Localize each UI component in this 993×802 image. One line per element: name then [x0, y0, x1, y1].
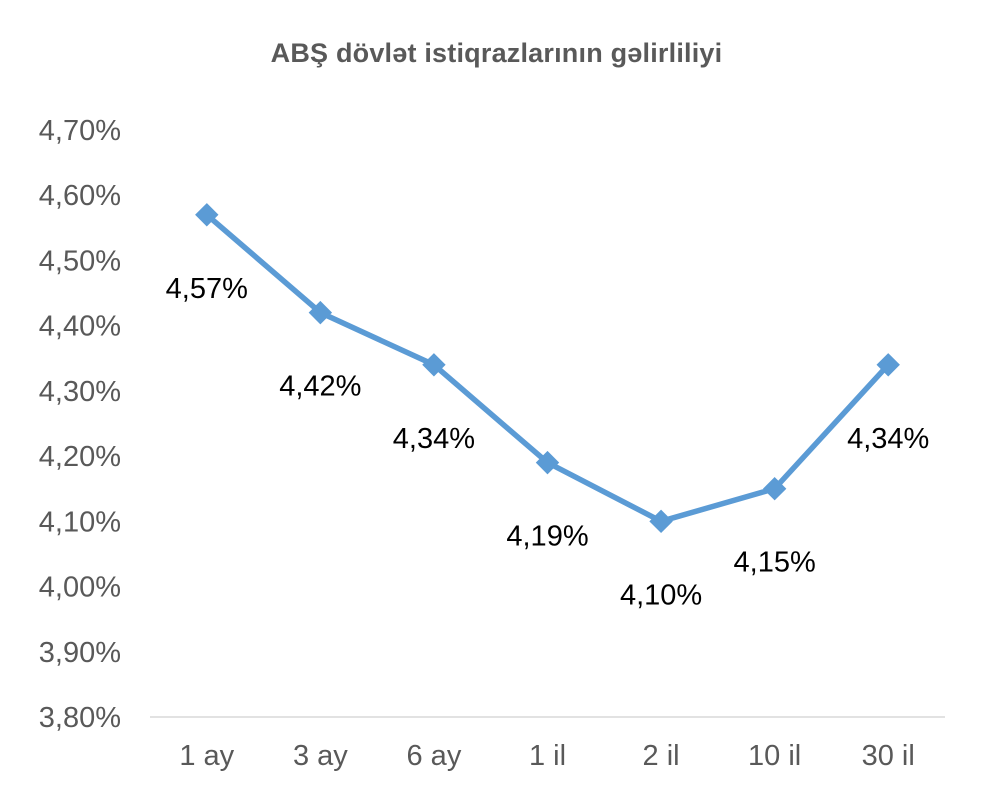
y-tick-label: 3,90%	[39, 637, 121, 669]
chart-title: ABŞ dövlət istiqrazlarının gəlirliliyi	[270, 38, 723, 68]
data-label: 4,15%	[734, 547, 816, 579]
x-tick-label: 1 il	[529, 740, 566, 772]
x-tick-label: 10 il	[748, 740, 801, 772]
y-tick-label: 4,40%	[39, 311, 121, 343]
data-label: 4,34%	[847, 423, 929, 455]
x-tick-label: 6 ay	[407, 740, 462, 772]
data-labels: 4,57% 4,42% 4,34% 4,19% 4,10% 4,15% 4,34%	[166, 273, 930, 612]
x-tick-label: 30 il	[862, 740, 915, 772]
x-tick-label: 2 il	[643, 740, 680, 772]
series-markers	[195, 203, 900, 534]
y-tick-label: 4,10%	[39, 506, 121, 538]
data-point-marker	[876, 353, 900, 377]
data-point-marker	[195, 203, 219, 227]
y-axis-ticks: 3,80% 3,90% 4,00% 4,10% 4,20% 4,30% 4,40% 4,50%…	[39, 115, 121, 734]
y-tick-label: 4,60%	[39, 180, 121, 212]
x-axis-ticks: 1 ay 3 ay 6 ay 1 il 2 il 10 il 30 il	[179, 740, 914, 772]
x-tick-label: 1 ay	[179, 740, 234, 772]
y-tick-label: 4,00%	[39, 572, 121, 604]
data-label: 4,10%	[620, 579, 702, 611]
data-point-marker	[422, 353, 446, 377]
y-tick-label: 4,70%	[39, 115, 121, 147]
data-label: 4,19%	[506, 521, 588, 553]
data-point-marker	[308, 300, 333, 325]
y-tick-label: 4,30%	[39, 376, 121, 408]
x-tick-label: 3 ay	[293, 740, 348, 772]
data-label: 4,42%	[279, 371, 361, 403]
series-line-group	[204, 212, 891, 525]
data-point-marker	[762, 477, 787, 501]
y-tick-label: 4,50%	[39, 245, 121, 277]
y-tick-label: 3,80%	[39, 702, 121, 734]
y-tick-label: 4,20%	[39, 441, 121, 473]
data-point-marker	[649, 509, 673, 534]
data-label: 4,34%	[393, 423, 475, 455]
data-point-marker	[535, 450, 560, 475]
series-line	[204, 212, 891, 525]
data-label: 4,57%	[166, 273, 248, 305]
